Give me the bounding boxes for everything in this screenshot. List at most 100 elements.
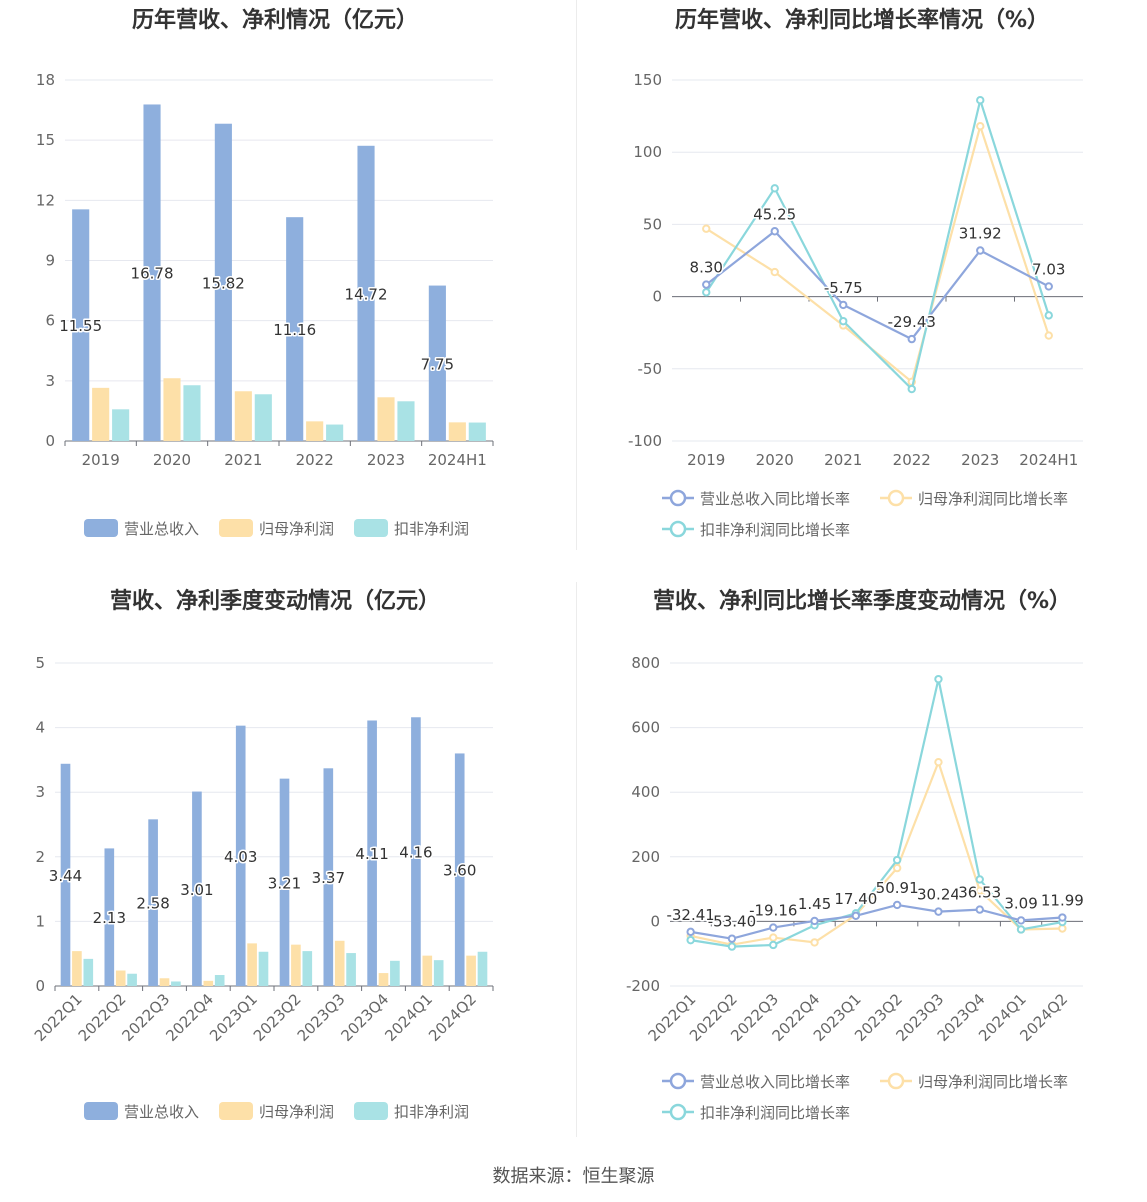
bar-annual-bar-s2: [254, 394, 272, 441]
line-point-s1: [1058, 924, 1067, 933]
y-tick-label: 2: [35, 848, 45, 866]
bar-annual-bar-s0: [72, 209, 90, 441]
y-tick-label: 15: [36, 131, 55, 149]
bar-annual-bar-s0: [143, 104, 161, 442]
y-tick-label: 18: [36, 71, 55, 89]
legend-label: 营业总收入: [124, 520, 199, 538]
line-data-label: -53.40: [708, 913, 756, 931]
legend-label: 扣非净利润同比增长率: [700, 521, 850, 539]
bar-annual-bar-s1: [163, 378, 181, 441]
bar-quarter-bar-s0: [454, 753, 465, 986]
line-point-s0: [769, 923, 778, 932]
line-point-s2: [770, 184, 779, 193]
line-point-s0: [851, 911, 861, 920]
line-point-s2: [839, 316, 848, 326]
bar-data-label: 14.72: [345, 285, 388, 303]
line-point-s1: [1044, 331, 1053, 340]
legend-item: 营业总收入: [84, 519, 199, 538]
chart-svg: 营收、净利季度变动情况（亿元）0123452022Q12022Q22022Q32…: [31, 588, 494, 1121]
bar-quarter-bar-s1: [466, 955, 476, 986]
y-tick-label: 200: [631, 848, 660, 866]
line-point-s2: [1044, 311, 1053, 320]
bar-annual-bar-s2: [112, 409, 130, 441]
x-tick-label: 2023Q2: [250, 990, 305, 1045]
bar-data-label: 3.60: [443, 862, 476, 880]
chart-svg: 营收、净利同比增长率季度变动情况（%）-20002004006008002022…: [626, 588, 1085, 1122]
bar-data-label: 11.55: [59, 317, 102, 335]
legend-marker: [669, 1103, 687, 1121]
line-point-s0: [727, 934, 737, 943]
bar-quarter-bar-s0: [411, 717, 421, 986]
bar-annual-bar-s2: [183, 385, 201, 441]
legend-item: 营业总收入同比增长率: [662, 1072, 850, 1091]
line-point-s2: [769, 940, 778, 950]
x-tick-label: 2020: [153, 451, 191, 469]
bar-quarter-bar-s1: [247, 943, 257, 986]
line-point-s0: [1058, 913, 1067, 922]
legend-marker: [669, 520, 687, 538]
bar-data-label: 2.58: [136, 895, 169, 913]
line-series-2: [705, 96, 1050, 392]
line-data-label: 30.24: [917, 886, 960, 904]
x-tick-label: 2023: [367, 451, 405, 469]
chart-title: 历年营收、净利同比增长率情况（%）: [675, 7, 1049, 33]
line-series-0: [705, 229, 1050, 341]
bar-quarter-bar-s1: [291, 944, 301, 986]
line-series-1: [690, 758, 1063, 946]
legend-item: 扣非净利润同比增长率: [662, 1103, 850, 1122]
bar-quarter-bar-s1: [203, 980, 214, 986]
line-point-s0: [1016, 916, 1026, 925]
annual-growth-rate-chart: 历年营收、净利同比增长率情况（%） -100 -50 0 50 100 150 2019 202…: [577, 0, 1147, 560]
chart-title: 营收、净利同比增长率季度变动情况（%）: [653, 588, 1071, 614]
bar-data-label: 3.44: [49, 867, 82, 885]
bar-quarter-bar-s1: [72, 951, 82, 986]
bar-data-label: 2.13: [93, 909, 126, 927]
legend-label: 归母净利润同比增长率: [918, 490, 1068, 508]
legend-label: 归母净利润同比增长率: [918, 1073, 1068, 1091]
legend-swatch: [354, 519, 388, 537]
bar-data-label: 4.03: [224, 848, 257, 866]
y-tick-label: 0: [650, 912, 660, 930]
line-point-s0: [907, 334, 916, 344]
x-tick-label: 2023Q4: [338, 990, 393, 1045]
bar-quarter-bar-s1: [334, 940, 345, 986]
legend-marker: [669, 489, 687, 507]
bar-annual-bar-s0: [357, 145, 375, 441]
y-tick-label: -200: [626, 977, 660, 995]
legend-swatch: [354, 1102, 388, 1120]
quarterly-growth-rate-chart: 营收、净利同比增长率季度变动情况（%） -200 0 200 400 600 800 2022…: [577, 580, 1147, 1140]
bar-data-label: 7.75: [421, 355, 454, 373]
line-point-s1: [770, 267, 779, 277]
legend-item: 扣非净利润同比增长率: [662, 520, 850, 539]
bar-quarter-bar-s0: [279, 778, 290, 986]
line-point-s1: [892, 863, 902, 873]
bar-data-label: 4.16: [399, 844, 432, 862]
legend-label: 扣非净利润: [394, 1103, 469, 1121]
x-tick-label: 2024H1: [428, 451, 487, 469]
legend-swatch: [219, 519, 253, 537]
line-data-label: -19.16: [749, 902, 797, 920]
y-tick-label: 4: [35, 719, 45, 737]
bar-quarter-bar-s2: [83, 958, 94, 986]
legend-item: 归母净利润同比增长率: [880, 1072, 1068, 1091]
divider-bottom: [576, 582, 577, 1137]
x-tick-label: 2023: [961, 451, 999, 469]
legend-label: 营业总收入: [124, 1103, 199, 1121]
line-point-s2: [702, 288, 711, 297]
y-tick-label: 600: [631, 719, 660, 737]
line-point-s0: [975, 905, 984, 914]
bar-quarter-bar-s2: [390, 960, 400, 986]
bar-quarter-bar-s2: [477, 951, 488, 986]
x-tick-label: 2023Q3: [294, 990, 349, 1045]
bar-quarter-bar-s2: [258, 951, 269, 986]
y-tick-label: 0: [45, 432, 55, 450]
line-point-s2: [686, 935, 695, 945]
y-tick-label: 100: [633, 143, 662, 161]
line-point-s0: [770, 227, 779, 236]
bar-data-label: 16.78: [131, 265, 174, 283]
y-tick-label: 3: [45, 372, 55, 390]
legend-item: 归母净利润: [219, 1102, 334, 1121]
bar-data-label: 3.37: [312, 869, 345, 887]
x-tick-label: 2024Q1: [381, 990, 436, 1045]
legend-label: 归母净利润: [259, 1103, 334, 1121]
